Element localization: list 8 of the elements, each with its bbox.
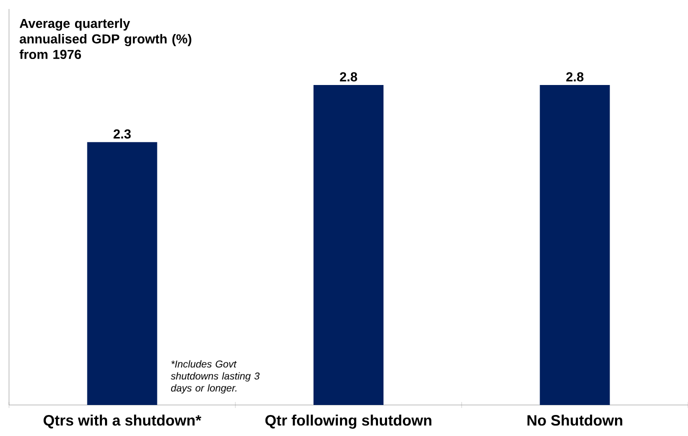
data-label: 2.8 <box>566 72 584 82</box>
annotation: *Includes Govt shutdowns lasting 3 days or longer. <box>170 360 260 394</box>
x-tick-label: Qtrs with a shutdown* <box>44 414 202 428</box>
x-tick-label: No Shutdown <box>528 414 622 426</box>
data-label: 2.3 <box>114 129 131 139</box>
data-label: 2.8 <box>340 72 358 82</box>
x-tick-label: Qtr following shutdown <box>265 414 432 429</box>
chart-title: Average quarterly annualised GDP growth (%) from 1976 <box>20 18 192 60</box>
